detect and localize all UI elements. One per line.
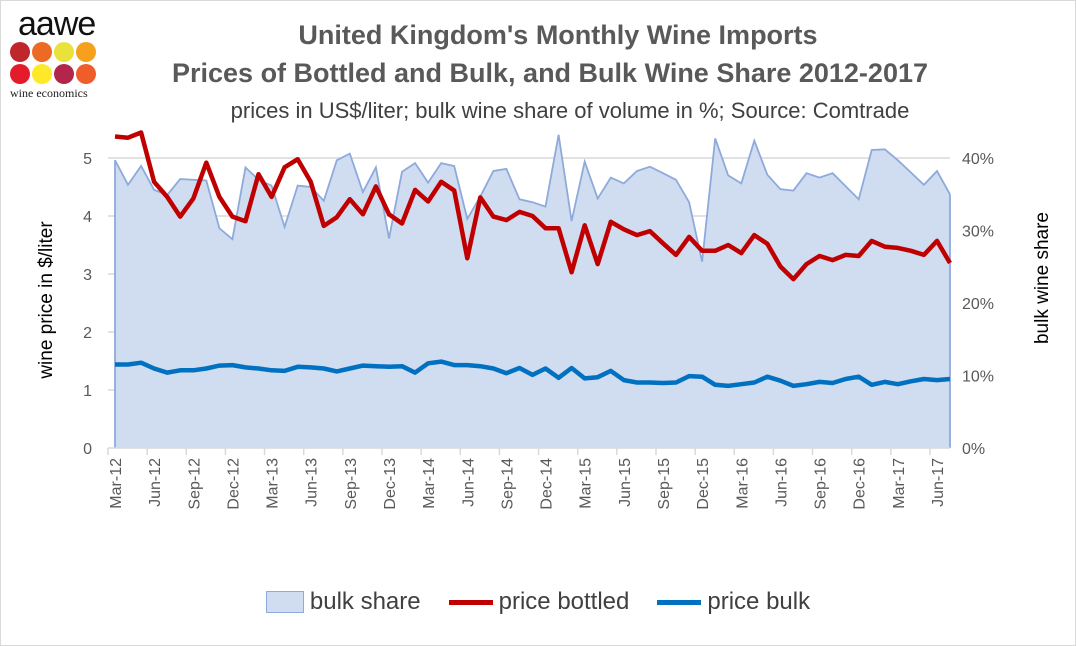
x-tick-label: Dec-14 bbox=[539, 458, 556, 510]
bulk-share-line bbox=[114, 134, 951, 262]
y-tick-label: 2 bbox=[83, 325, 92, 342]
x-tick-label: Jun-17 bbox=[930, 458, 947, 507]
legend-label: price bulk bbox=[707, 588, 811, 615]
x-tick-label: Mar-16 bbox=[734, 458, 751, 509]
logo-dot bbox=[76, 42, 96, 62]
x-tick-label: Jun-13 bbox=[304, 458, 321, 507]
x-tick-label: Sep-12 bbox=[186, 458, 203, 510]
chart-subtitle: prices in US$/liter; bulk wine share of … bbox=[230, 98, 910, 123]
legend-item-bulk-share: bulk share bbox=[265, 588, 421, 616]
logo-dot bbox=[10, 64, 30, 84]
y2-tick-label: 10% bbox=[962, 369, 994, 386]
chart-title-line2: Prices of Bottled and Bulk, and Bulk Win… bbox=[172, 58, 928, 88]
legend-label: bulk share bbox=[309, 588, 421, 615]
x-tick-label: Mar-15 bbox=[578, 458, 595, 509]
x-tick-label: Mar-13 bbox=[265, 458, 282, 509]
x-tick-label: Jun-12 bbox=[147, 458, 164, 507]
y-axis-label: wine price in $/liter bbox=[36, 221, 57, 380]
y-tick-label: 0 bbox=[83, 441, 92, 458]
y2-tick-label: 20% bbox=[962, 296, 994, 313]
logo-dots bbox=[10, 42, 96, 84]
logo-text: aawe bbox=[18, 5, 96, 43]
aawe-logo: aawe wine economics bbox=[8, 5, 104, 100]
x-tick-label: Dec-15 bbox=[695, 458, 712, 510]
legend-swatch-line bbox=[657, 599, 702, 605]
legend: bulk share price bottled price bulk bbox=[0, 588, 1076, 616]
y-tick-label: 1 bbox=[83, 383, 92, 400]
x-tick-label: Jun-16 bbox=[773, 458, 790, 507]
x-tick-label: Dec-13 bbox=[382, 458, 399, 510]
y2-tick-label: 0% bbox=[962, 441, 985, 458]
legend-item-price-bottled: price bottled bbox=[448, 588, 630, 616]
legend-swatch-line bbox=[448, 599, 493, 605]
x-tick-label: Mar-14 bbox=[421, 458, 438, 509]
logo-dot bbox=[10, 42, 30, 62]
x-tick-label: Mar-12 bbox=[108, 458, 125, 509]
logo-dot bbox=[76, 64, 96, 84]
y2-tick-label: 40% bbox=[962, 151, 994, 168]
y2-axis-label: bulk wine share bbox=[1032, 212, 1053, 344]
logo-dot bbox=[54, 64, 74, 84]
logo-subtext: wine economics bbox=[10, 86, 88, 100]
x-tick-label: Dec-16 bbox=[852, 458, 869, 510]
legend-label: price bottled bbox=[498, 588, 630, 615]
x-tick-label: Jun-14 bbox=[460, 458, 477, 507]
x-tick-label: Sep-14 bbox=[499, 458, 516, 510]
y-tick-label: 5 bbox=[83, 151, 92, 168]
x-tick-label: Mar-17 bbox=[891, 458, 908, 509]
chart-title: United Kingdom's Monthly Wine Imports bbox=[298, 20, 818, 50]
x-tick-label: Sep-13 bbox=[343, 458, 360, 510]
logo-dot bbox=[32, 64, 52, 84]
legend-item-price-bulk: price bulk bbox=[657, 588, 810, 616]
legend-swatch-area bbox=[265, 591, 304, 613]
y-tick-label: 4 bbox=[83, 209, 92, 226]
logo-dot bbox=[54, 42, 74, 62]
x-tick-label: Sep-15 bbox=[656, 458, 673, 510]
y2-tick-label: 30% bbox=[962, 224, 994, 241]
bulk-share-area bbox=[115, 134, 950, 449]
y-tick-label: 3 bbox=[83, 267, 92, 284]
x-tick-label: Sep-16 bbox=[813, 458, 830, 510]
logo-dot bbox=[32, 42, 52, 62]
x-tick-label: Dec-12 bbox=[225, 458, 242, 510]
x-tick-label: Jun-15 bbox=[617, 458, 634, 507]
